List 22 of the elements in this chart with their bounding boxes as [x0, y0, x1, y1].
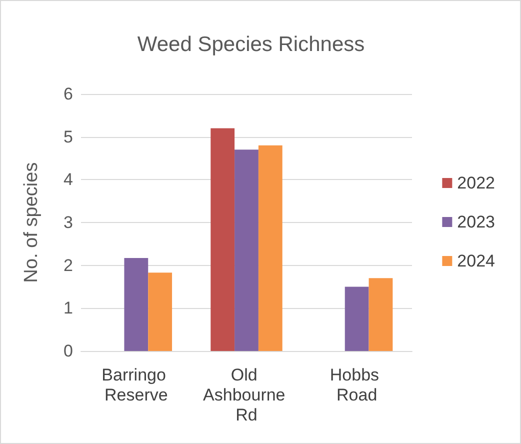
- x-tick-label: Barringo Reserve: [102, 366, 171, 404]
- y-tick-label: 3: [64, 213, 73, 232]
- bar: [258, 145, 282, 351]
- chart-title: Weed Species Richness: [137, 33, 365, 56]
- y-tick-label: 5: [64, 127, 73, 146]
- bar: [368, 278, 393, 351]
- y-tick-label: 1: [64, 298, 73, 318]
- bar: [210, 128, 235, 351]
- y-tick-label: 6: [64, 84, 73, 104]
- bar: [148, 272, 172, 351]
- legend-label: 2024: [457, 252, 496, 270]
- y-tick-label: 2: [64, 256, 73, 275]
- bar: [344, 286, 369, 351]
- y-tick-label: 0: [64, 342, 73, 360]
- y-tick-label: 4: [64, 170, 73, 190]
- x-tick-label: Old Ashbourne Rd: [203, 366, 290, 424]
- y-axis-title: No. of species: [21, 162, 42, 283]
- legend-label: 2023: [457, 212, 496, 232]
- bar: [124, 258, 148, 351]
- legend-label: 2022: [457, 174, 496, 192]
- bar: [234, 150, 258, 351]
- x-tick-label: Hobbs Road: [330, 366, 384, 404]
